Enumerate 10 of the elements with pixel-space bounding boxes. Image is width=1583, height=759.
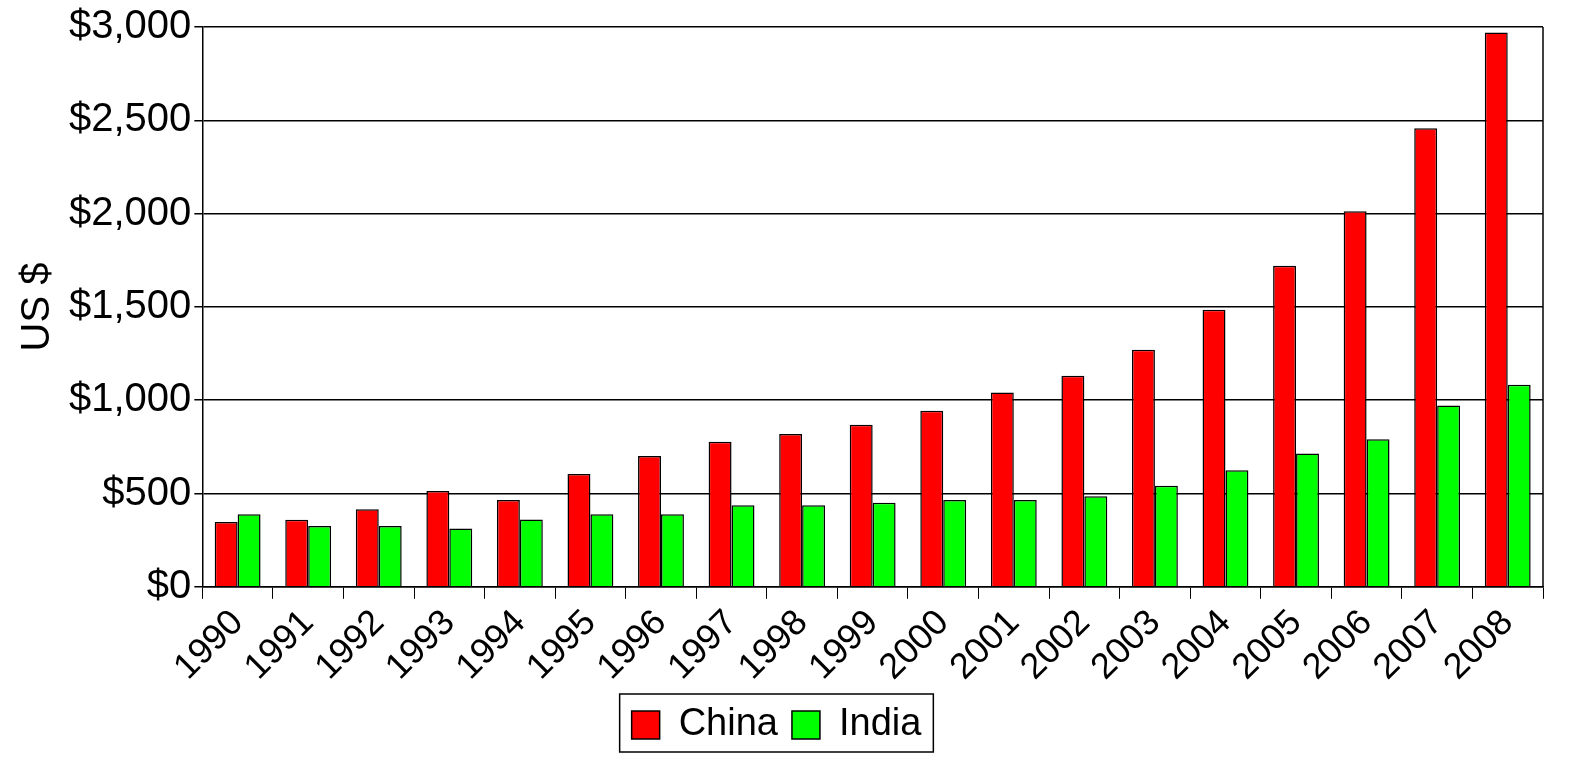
y-tick-label: $1,500 bbox=[69, 281, 192, 326]
y-tick-label: $2,500 bbox=[69, 95, 192, 140]
y-tick-label: $3,000 bbox=[69, 2, 192, 47]
y-tick-label: $2,000 bbox=[69, 188, 192, 233]
legend-label: India bbox=[838, 701, 923, 744]
y-tick-label: $0 bbox=[146, 561, 192, 606]
y-axis-title: US $ bbox=[13, 262, 58, 352]
y-tick-label: $500 bbox=[102, 468, 192, 513]
y-tick-label: $1,000 bbox=[69, 375, 192, 420]
legend-label: China bbox=[678, 701, 779, 744]
